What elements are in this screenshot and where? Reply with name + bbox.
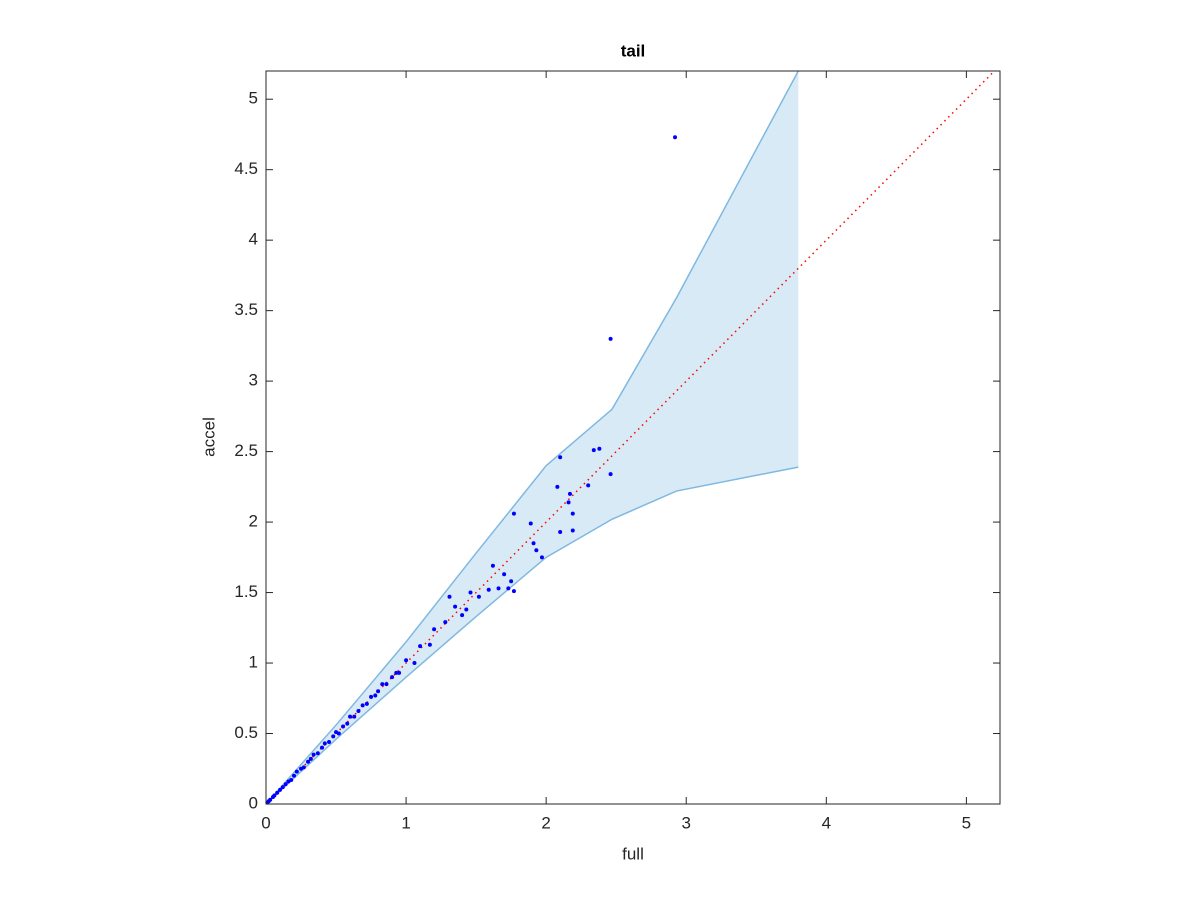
point — [608, 336, 613, 341]
point — [268, 797, 273, 802]
point — [460, 613, 465, 618]
point — [360, 703, 365, 708]
point — [570, 511, 575, 516]
point — [294, 769, 299, 774]
point — [509, 579, 514, 584]
chart-title: tail — [621, 41, 646, 60]
point — [443, 620, 448, 625]
y-tick-label: 3.5 — [234, 300, 258, 319]
point — [331, 734, 336, 739]
band-area — [266, 71, 799, 804]
point — [476, 594, 481, 599]
point — [283, 782, 288, 787]
point — [608, 472, 613, 477]
point — [380, 682, 385, 687]
point — [558, 455, 563, 460]
point — [427, 642, 432, 647]
point — [397, 670, 402, 675]
point — [511, 511, 516, 516]
y-axis-label: accel — [199, 417, 218, 457]
point — [468, 590, 473, 595]
point — [534, 548, 539, 553]
point — [531, 541, 536, 546]
point — [464, 607, 469, 612]
point — [352, 714, 357, 719]
x-tick-label: 0 — [261, 813, 270, 832]
point — [373, 693, 378, 698]
point — [394, 670, 399, 675]
y-tick-label: 4 — [249, 230, 258, 249]
point — [591, 448, 596, 453]
point — [486, 587, 491, 592]
point — [278, 787, 283, 792]
point — [453, 604, 458, 609]
point — [566, 500, 571, 505]
x-tick-label: 2 — [541, 813, 550, 832]
point — [376, 689, 381, 694]
point — [506, 586, 511, 591]
point — [315, 751, 320, 756]
point — [412, 661, 417, 666]
point — [336, 731, 341, 736]
y-tick-label: 0 — [249, 793, 258, 812]
point — [570, 528, 575, 533]
point — [432, 627, 437, 632]
x-tick-label: 1 — [401, 813, 410, 832]
point — [356, 708, 361, 713]
point — [490, 563, 495, 568]
x-axis-label: full — [622, 844, 644, 863]
point — [341, 724, 346, 729]
y-tick-label: 1.5 — [234, 582, 258, 601]
point — [502, 572, 507, 577]
x-tick-label: 5 — [962, 813, 971, 832]
point — [275, 790, 280, 795]
point — [597, 446, 602, 451]
point — [348, 714, 353, 719]
x-tick-label: 3 — [681, 813, 690, 832]
point — [447, 594, 452, 599]
point — [292, 773, 297, 778]
point — [322, 741, 327, 746]
point — [528, 521, 533, 526]
point — [418, 644, 423, 649]
point — [567, 491, 572, 496]
y-tick-label: 4.5 — [234, 159, 258, 178]
point — [280, 785, 285, 790]
point — [289, 778, 294, 783]
axes-box — [265, 70, 1001, 805]
point — [327, 739, 332, 744]
point — [555, 484, 560, 489]
point — [673, 135, 678, 140]
point — [511, 589, 516, 594]
y-tick-label: 1 — [249, 653, 258, 672]
point — [539, 555, 544, 560]
point — [496, 586, 501, 591]
point — [404, 658, 409, 663]
x-tick-label: 4 — [822, 813, 831, 832]
point — [308, 756, 313, 761]
point — [369, 694, 374, 699]
point — [384, 682, 389, 687]
point — [390, 675, 395, 680]
point — [364, 701, 369, 706]
point — [586, 483, 591, 488]
y-tick-label: 3 — [249, 371, 258, 390]
point — [272, 793, 277, 798]
point — [320, 745, 325, 750]
point — [558, 529, 563, 534]
band-lower-line — [266, 466, 799, 804]
point — [306, 759, 311, 764]
y-tick-label: 0.5 — [234, 723, 258, 742]
y-tick-label: 2.5 — [234, 441, 258, 460]
point — [311, 752, 316, 757]
y-tick-label: 5 — [249, 89, 258, 108]
band-upper-line — [266, 71, 799, 804]
point — [345, 721, 350, 726]
point — [301, 765, 306, 770]
y-tick-label: 2 — [249, 512, 258, 531]
